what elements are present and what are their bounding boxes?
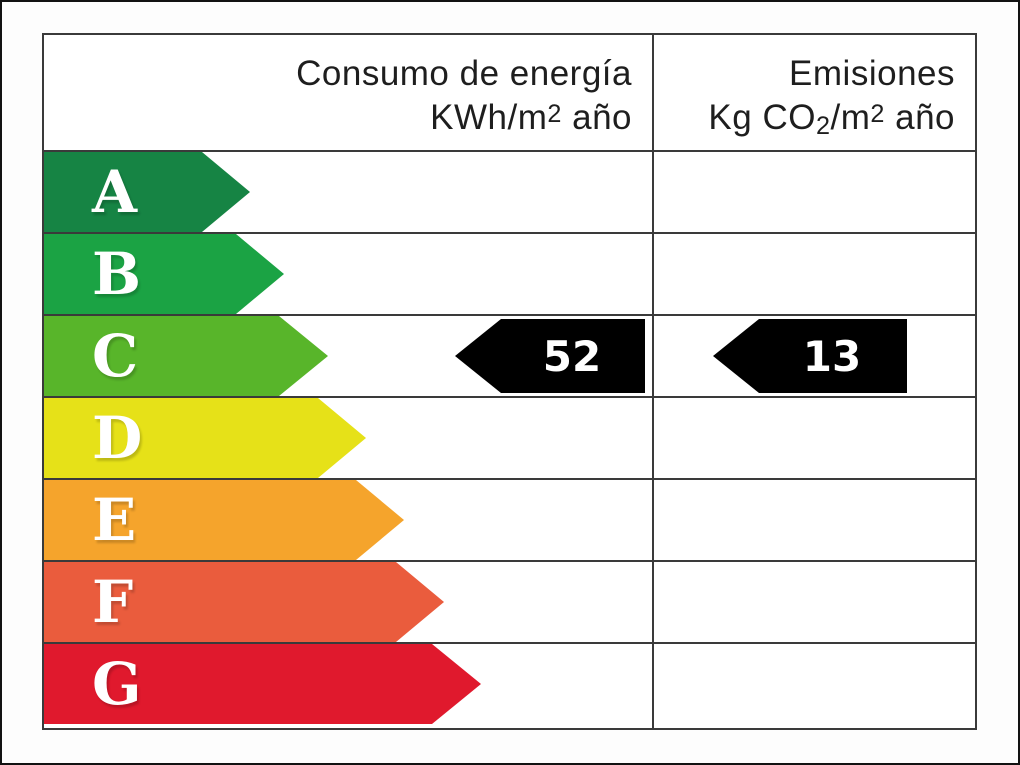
rating-row-g: G [44,642,975,724]
rating-letter-f: F [92,568,134,636]
rating-table: Consumo de energía KWh/m2 año Emisiones … [42,33,977,730]
emissions-unit: Kg CO2/m2 año [708,98,955,140]
consumption-column-header: Consumo de energía KWh/m2 año [44,35,654,150]
rating-row-e: E [44,478,975,560]
column-divider-line [652,35,654,728]
rating-row-f: F [44,560,975,642]
rating-letter-b: B [92,240,142,308]
consumption-value: 52 [542,331,602,381]
consumption-unit: KWh/m2 año [430,98,632,137]
rating-band-arrow-b [44,234,284,314]
consumption-title: Consumo de energía [296,54,632,93]
consumption-value-arrow: 52 [455,319,645,393]
rating-row-b: B [44,232,975,314]
emissions-column-header: Emisiones Kg CO2/m2 año [654,35,975,150]
rating-letter-g: G [92,650,142,718]
rating-band-arrow-a [44,152,250,232]
rating-band-arrow-e [44,480,404,560]
rating-band-arrow-d [44,398,366,478]
rating-letter-a: A [92,158,138,226]
rating-band-arrow-f [44,562,444,642]
rating-row-c: C 52 13 [44,314,975,396]
emissions-value-arrow: 13 [713,319,907,393]
rating-row-a: A [44,150,975,232]
rating-band-arrow-g [44,644,481,724]
rating-band-arrow-c [44,316,328,396]
rating-row-d: D [44,396,975,478]
emissions-value: 13 [802,331,862,381]
table-header: Consumo de energía KWh/m2 año Emisiones … [44,35,975,150]
rating-letter-e: E [92,486,137,554]
rating-letter-c: C [92,322,139,390]
emissions-title: Emisiones [789,54,955,93]
rating-letter-d: D [92,404,143,472]
